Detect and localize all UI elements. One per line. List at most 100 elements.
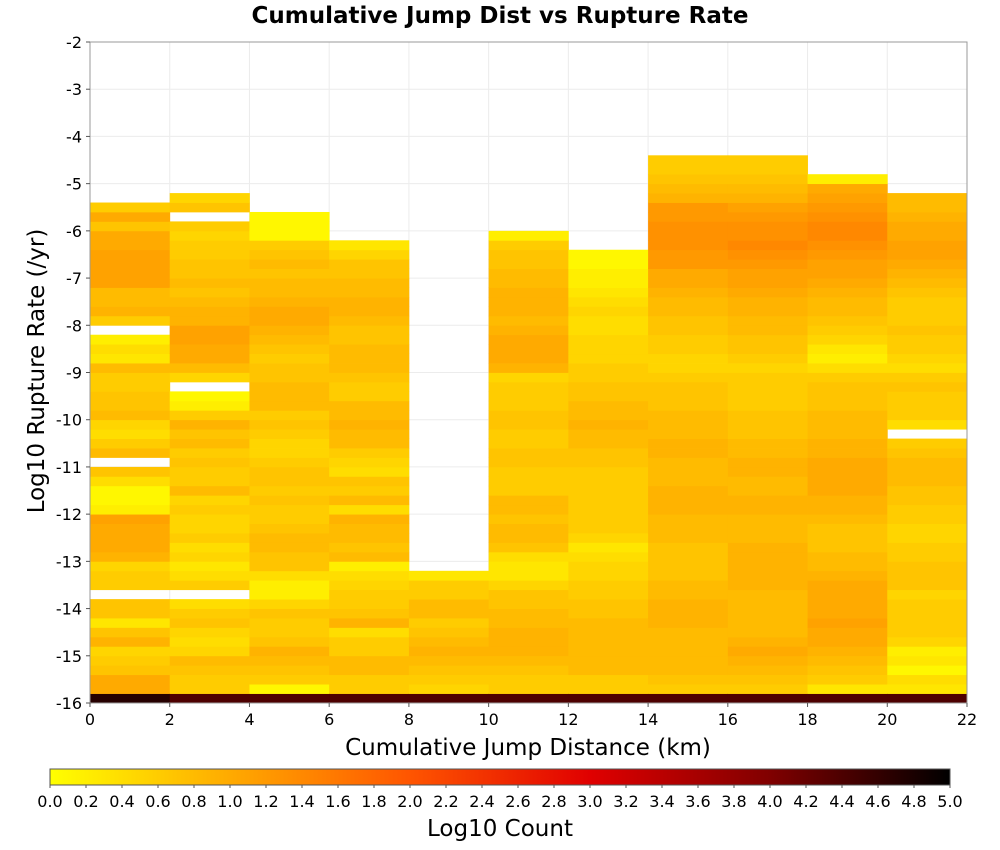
heatmap-cell bbox=[727, 400, 808, 411]
colorbar-label: Log10 Count bbox=[427, 816, 573, 842]
heatmap-cell bbox=[807, 381, 888, 392]
heatmap-cell bbox=[807, 589, 888, 600]
heatmap-cell bbox=[727, 259, 808, 270]
heatmap-cell bbox=[249, 674, 330, 685]
heatmap-cell bbox=[727, 334, 808, 345]
heatmap-cell bbox=[568, 636, 649, 647]
heatmap-cell bbox=[887, 268, 968, 279]
heatmap-cell bbox=[488, 391, 569, 402]
heatmap-cell bbox=[807, 249, 888, 260]
y-axis-label: Log10 Rupture Rate (/yr) bbox=[24, 229, 50, 514]
heatmap-cell bbox=[568, 646, 649, 657]
heatmap-cell bbox=[249, 570, 330, 581]
heatmap-cell bbox=[408, 570, 490, 581]
heatmap-cell bbox=[727, 249, 808, 260]
colorbar-tick-label: 4.6 bbox=[865, 792, 890, 811]
heatmap-cell bbox=[887, 504, 968, 515]
heatmap-cell bbox=[169, 570, 250, 581]
heatmap-cell bbox=[568, 551, 649, 562]
heatmap-cell bbox=[488, 514, 569, 524]
heatmap-cell bbox=[727, 542, 808, 553]
heatmap-cell bbox=[169, 504, 250, 515]
colorbar-tick-label: 1.6 bbox=[325, 792, 350, 811]
heatmap-cell bbox=[887, 580, 968, 591]
heatmap-cell bbox=[727, 240, 808, 251]
heatmap-cell bbox=[408, 599, 490, 609]
heatmap-cell bbox=[727, 627, 808, 638]
heatmap-cell bbox=[90, 230, 171, 241]
heatmap-cell bbox=[807, 372, 888, 383]
heatmap-cell bbox=[807, 504, 888, 515]
y-tick-label: -14 bbox=[56, 600, 82, 619]
heatmap-cell bbox=[727, 381, 808, 392]
heatmap-cell bbox=[727, 684, 808, 694]
heatmap-cell bbox=[90, 561, 171, 572]
heatmap-cell bbox=[568, 523, 649, 534]
heatmap-cell bbox=[887, 542, 968, 553]
heatmap-cell bbox=[169, 551, 250, 562]
heatmap-cell bbox=[648, 457, 729, 468]
heatmap-cell bbox=[90, 684, 171, 694]
heatmap-cell bbox=[329, 523, 410, 534]
heatmap-cell bbox=[329, 306, 410, 317]
heatmap-cell bbox=[329, 580, 410, 591]
heatmap-cell bbox=[648, 674, 729, 685]
heatmap-cell bbox=[169, 693, 250, 704]
heatmap-cell bbox=[727, 599, 808, 609]
heatmap-cell bbox=[648, 353, 729, 364]
heatmap-cell bbox=[90, 296, 171, 307]
heatmap-cell bbox=[727, 221, 808, 232]
heatmap-cell bbox=[90, 315, 171, 326]
heatmap-cell bbox=[648, 211, 729, 222]
heatmap-cell bbox=[329, 429, 410, 439]
heatmap-cell bbox=[568, 514, 649, 524]
heatmap-cell bbox=[169, 278, 250, 288]
heatmap-cell bbox=[807, 391, 888, 402]
heatmap-cell bbox=[249, 693, 330, 704]
heatmap-cell bbox=[727, 674, 808, 685]
heatmap-cell bbox=[408, 655, 490, 666]
heatmap-cell bbox=[727, 353, 808, 364]
heatmap-cell bbox=[727, 551, 808, 562]
heatmap-cell bbox=[648, 495, 729, 506]
heatmap-cell bbox=[249, 419, 330, 430]
heatmap-cell bbox=[169, 315, 250, 326]
heatmap-cell bbox=[887, 259, 968, 270]
heatmap-cell bbox=[727, 495, 808, 506]
colorbar-tick-label: 0.8 bbox=[181, 792, 206, 811]
heatmap-cell bbox=[329, 561, 410, 572]
heatmap-cell bbox=[648, 230, 729, 241]
colorbar-gradient bbox=[49, 768, 951, 786]
heatmap-cell bbox=[807, 211, 888, 222]
heatmap-cell bbox=[90, 504, 171, 515]
heatmap-cell bbox=[648, 655, 729, 666]
heatmap-cell bbox=[568, 344, 649, 355]
heatmap-cell bbox=[488, 589, 569, 600]
heatmap-cell bbox=[727, 287, 808, 298]
heatmap-cell bbox=[249, 655, 330, 666]
x-tick-label: 12 bbox=[558, 710, 578, 729]
heatmap-cell bbox=[887, 448, 968, 458]
heatmap-cell bbox=[887, 278, 968, 288]
colorbar-tick-label: 3.6 bbox=[685, 792, 710, 811]
y-tick-label: -15 bbox=[56, 647, 82, 666]
heatmap-cell bbox=[807, 684, 888, 694]
heatmap-cell bbox=[568, 278, 649, 288]
heatmap-cell bbox=[648, 193, 729, 203]
heatmap-cell bbox=[90, 514, 171, 524]
heatmap-cell bbox=[648, 608, 729, 619]
x-tick-label: 14 bbox=[638, 710, 658, 729]
heatmap-cell bbox=[329, 372, 410, 383]
heatmap-cell bbox=[727, 268, 808, 279]
y-tick-label: -7 bbox=[66, 269, 82, 288]
heatmap-cell bbox=[887, 221, 968, 232]
heatmap-cell bbox=[488, 551, 569, 562]
heatmap-cell bbox=[807, 183, 888, 194]
heatmap-cell bbox=[488, 240, 569, 251]
heatmap-cell bbox=[727, 325, 808, 336]
heatmap-cell bbox=[169, 325, 250, 336]
heatmap-cell bbox=[648, 570, 729, 581]
heatmap-cell bbox=[169, 608, 250, 619]
heatmap-cell bbox=[169, 438, 250, 449]
y-tick-label: -9 bbox=[66, 364, 82, 383]
